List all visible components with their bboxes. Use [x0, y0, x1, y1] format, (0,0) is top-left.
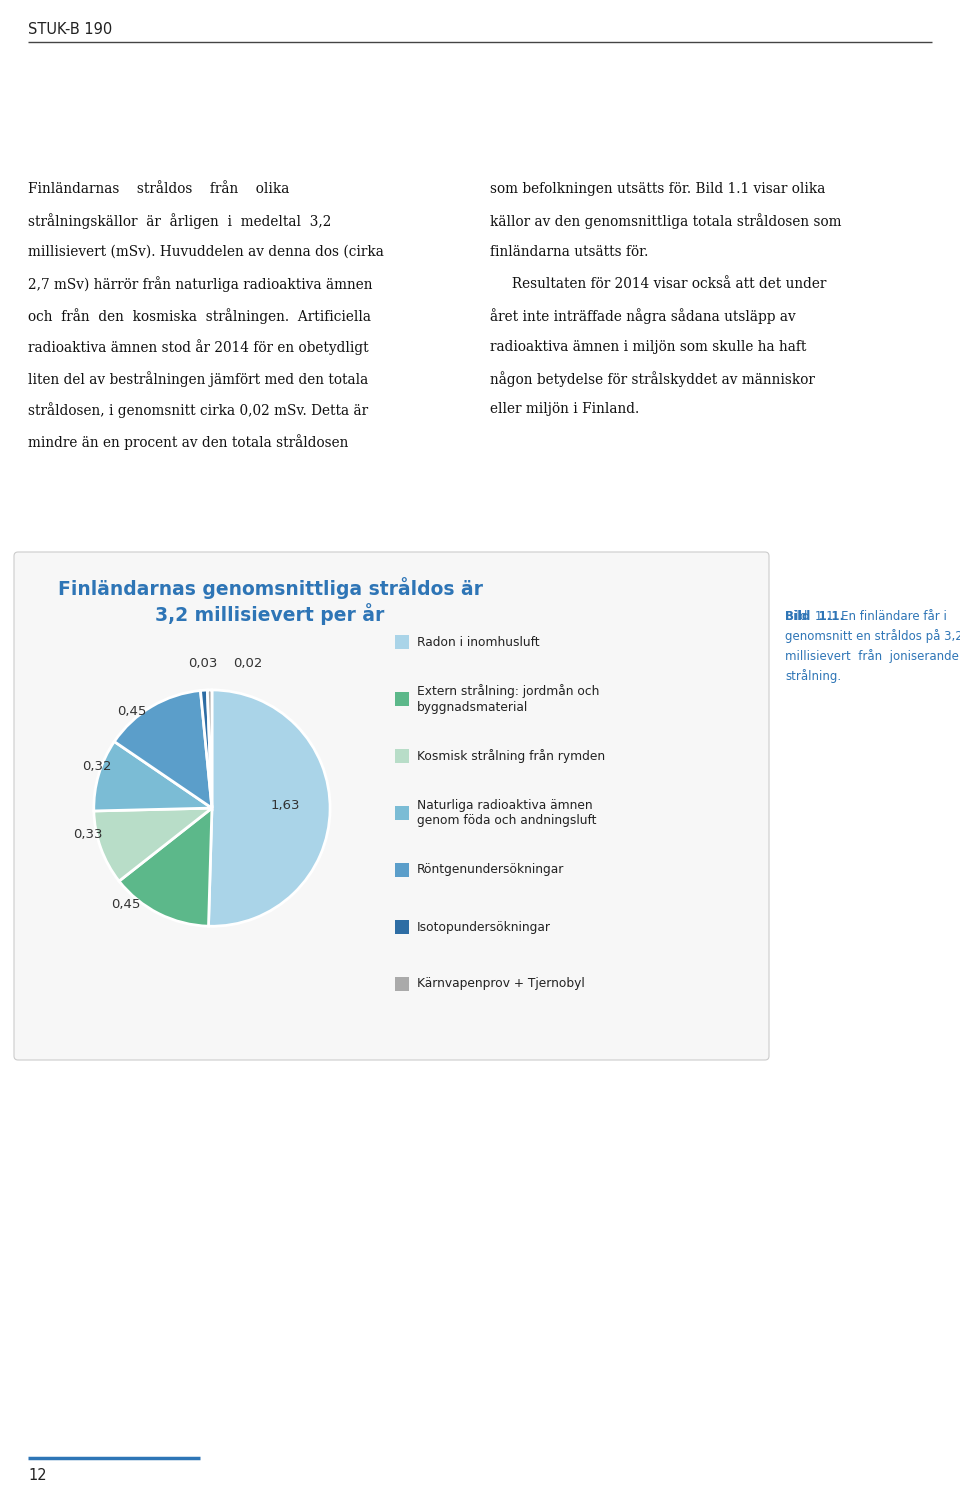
Text: Extern strålning: jordmån och
byggnadsmaterial: Extern strålning: jordmån och byggnadsma…	[417, 684, 599, 714]
Text: radioaktiva ämnen stod år 2014 för en obetydligt: radioaktiva ämnen stod år 2014 för en ob…	[28, 340, 369, 355]
Text: 0,02: 0,02	[232, 658, 262, 671]
Text: året inte inträffade några sådana utsläpp av: året inte inträffade några sådana utsläp…	[490, 309, 796, 324]
Bar	[395, 807, 409, 820]
Text: eller miljön i Finland.: eller miljön i Finland.	[490, 403, 639, 416]
Text: som befolkningen utsätts för. Bild 1.1 visar olika: som befolkningen utsätts för. Bild 1.1 v…	[490, 182, 826, 195]
Text: 0,45: 0,45	[111, 899, 140, 911]
Text: källor av den genomsnittliga totala stråldosen som: källor av den genomsnittliga totala strå…	[490, 213, 842, 230]
Bar	[395, 748, 409, 763]
Text: Röntgenundersökningar: Röntgenundersökningar	[417, 863, 564, 877]
Text: Kosmisk strålning från rymden: Kosmisk strålning från rymden	[417, 748, 605, 763]
Text: STUK-B 190: STUK-B 190	[28, 22, 112, 37]
Text: 0,33: 0,33	[73, 828, 103, 841]
Text: Finländarnas    stråldos    från    olika: Finländarnas stråldos från olika	[28, 182, 289, 195]
Text: finländarna utsätts för.: finländarna utsätts för.	[490, 245, 648, 259]
Text: liten del av bestrålningen jämfört med den totala: liten del av bestrålningen jämfört med d…	[28, 371, 369, 386]
Bar	[395, 920, 409, 933]
Text: och  från  den  kosmiska  strålningen.  Artificiella: och från den kosmiska strålningen. Artif…	[28, 309, 371, 324]
Wedge shape	[119, 808, 212, 926]
Text: strålningskällor  är  årligen  i  medeltal  3,2: strålningskällor är årligen i medeltal 3…	[28, 213, 331, 230]
Text: radioaktiva ämnen i miljön som skulle ha haft: radioaktiva ämnen i miljön som skulle ha…	[490, 340, 806, 353]
Wedge shape	[94, 808, 212, 881]
Bar	[395, 692, 409, 707]
Wedge shape	[208, 690, 330, 926]
Bar	[395, 635, 409, 649]
Text: Radon i inomhusluft: Radon i inomhusluft	[417, 635, 540, 649]
Wedge shape	[201, 690, 212, 808]
Text: Kärnvapenprov + Tjernobyl: Kärnvapenprov + Tjernobyl	[417, 978, 585, 990]
Text: någon betydelse för strålskyddet av människor: någon betydelse för strålskyddet av männ…	[490, 371, 815, 386]
Text: millisievert (mSv). Huvuddelen av denna dos (cirka: millisievert (mSv). Huvuddelen av denna …	[28, 245, 384, 259]
Text: 3,2 millisievert per år: 3,2 millisievert per år	[156, 602, 385, 625]
Wedge shape	[114, 690, 212, 808]
FancyBboxPatch shape	[14, 552, 769, 1060]
Text: 12: 12	[28, 1469, 47, 1484]
Text: 1,63: 1,63	[271, 799, 300, 813]
Text: mindre än en procent av den totala stråldosen: mindre än en procent av den totala strål…	[28, 434, 348, 450]
Text: Bild  1.1. En finländare får i
genomsnitt en stråldos på 3,2
millisievert  från : Bild 1.1. En finländare får i genomsnitt…	[785, 610, 960, 683]
Text: 0,03: 0,03	[188, 658, 217, 671]
Text: Isotopundersökningar: Isotopundersökningar	[417, 920, 551, 933]
Bar	[395, 977, 409, 992]
Text: Naturliga radioaktiva ämnen
genom föda och andningsluft: Naturliga radioaktiva ämnen genom föda o…	[417, 799, 596, 828]
Text: stråldosen, i genomsnitt cirka 0,02 mSv. Detta är: stråldosen, i genomsnitt cirka 0,02 mSv.…	[28, 403, 368, 419]
Text: Finländarnas genomsnittliga stråldos är: Finländarnas genomsnittliga stråldos är	[58, 577, 483, 599]
Text: 0,32: 0,32	[83, 760, 112, 774]
Text: Resultaten för 2014 visar också att det under: Resultaten för 2014 visar också att det …	[490, 276, 827, 291]
Text: Bild  1.1.: Bild 1.1.	[785, 610, 844, 623]
Text: 2,7 mSv) härrör från naturliga radioaktiva ämnen: 2,7 mSv) härrör från naturliga radioakti…	[28, 276, 372, 292]
Wedge shape	[94, 741, 212, 811]
Text: 0,45: 0,45	[117, 705, 146, 717]
Bar	[395, 863, 409, 877]
Wedge shape	[207, 690, 212, 808]
